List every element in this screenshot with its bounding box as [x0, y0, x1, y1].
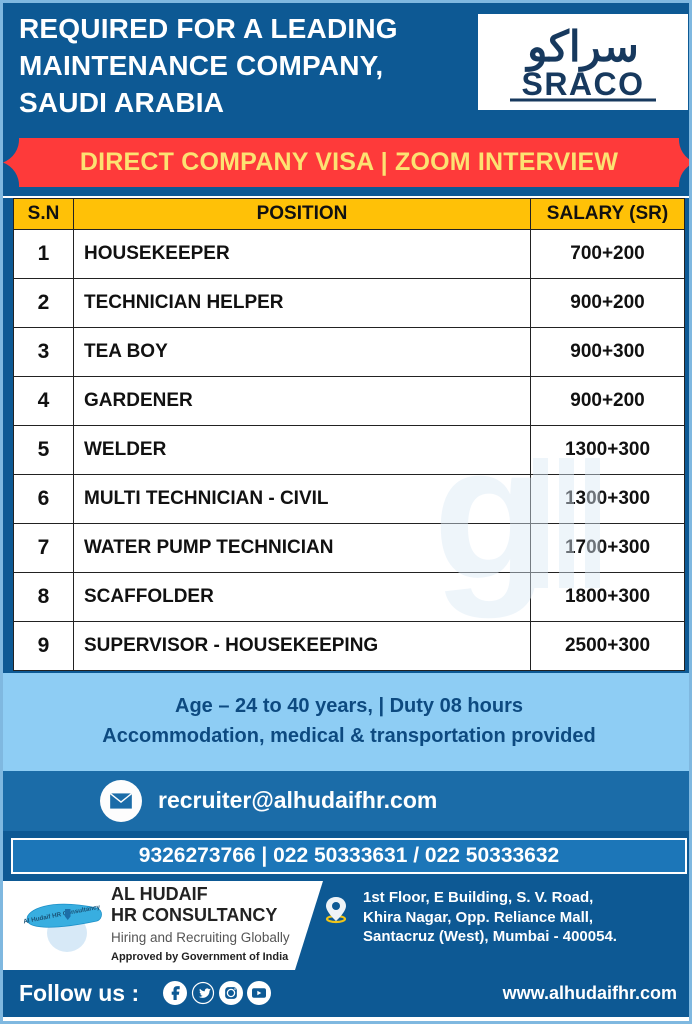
svg-text:سراكو: سراكو [524, 23, 639, 72]
svg-text:g: g [433, 407, 549, 619]
svg-text:SRACO: SRACO [521, 66, 644, 102]
